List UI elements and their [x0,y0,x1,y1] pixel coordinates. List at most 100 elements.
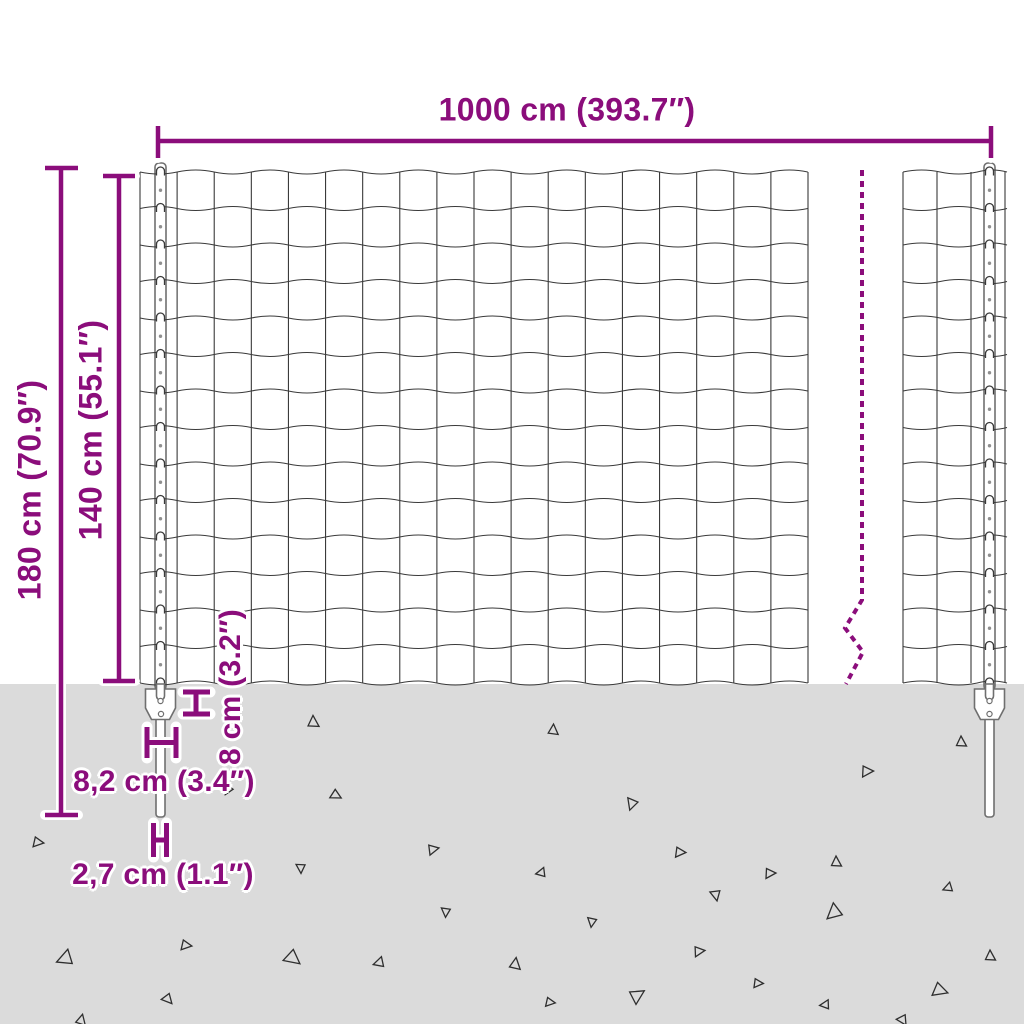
left-plate-screw-hole-bottom [157,710,165,718]
wire-clip [984,239,995,249]
wire-clip [155,275,166,285]
ground-triangle [830,854,843,867]
post-hole [987,517,992,521]
post-hole [158,188,163,192]
ground-triangle [32,835,46,848]
post-hole [158,261,163,265]
ground-triangle [159,992,173,1005]
plate-width-dimension-label: 8,2 cm (3.4″) [73,765,255,798]
wire-clip [984,312,995,322]
post-hole [158,480,163,484]
right-plate-screw-hole-bottom [986,710,993,718]
post-hole [987,444,992,448]
post-hole [987,188,992,192]
wire-clip [155,458,166,468]
mesh-horizontal-wire [139,351,808,358]
fence-mesh-horizontal-wires [139,169,1008,686]
post-hole [158,444,163,448]
post-hole [987,407,992,411]
left-plate-notch [155,683,166,701]
mesh-horizontal-wire [139,242,808,248]
wire-clip [984,604,995,614]
wire-clip [984,275,995,285]
ground-triangle [371,955,385,968]
ground-triangle [440,907,452,919]
ground-triangle [861,765,876,779]
ground-triangle [955,734,968,747]
post-holes [158,188,992,667]
post-hole [987,626,992,630]
ground-triangle [307,713,321,728]
mesh-horizontal-wire [139,643,808,650]
spike-width-dimension-label: 2,7 cm (1.1″) [72,858,254,891]
spike-width-marker [148,817,172,863]
ground-triangle [894,1013,907,1024]
post-hole [987,225,992,229]
ground-triangle [281,948,302,965]
post-hole [987,663,992,667]
mesh-horizontal-wire [139,607,808,613]
total-height-dimension-label: 180 cm (70.9″) [11,379,48,601]
wire-clip [984,421,995,431]
ground-triangle [428,844,441,857]
ground-triangle [626,796,640,812]
post-hole [987,298,992,302]
wire-clip [984,640,995,650]
mesh-horizontal-wire [139,570,808,577]
post-hole [158,553,163,557]
ground-triangle [55,947,74,965]
ground-triangle [586,916,598,929]
mesh-horizontal-wire [139,680,808,686]
post-hole [158,407,163,411]
ground-triangle [826,901,844,920]
post-hole [158,298,163,302]
post-hole [987,590,992,594]
wire-clip [984,166,995,176]
plate-width-marker [141,721,182,764]
wire-clip [155,531,166,541]
mesh-height-dimension-label: 140 cm (55.1″) [72,319,109,541]
post-hole [158,517,163,521]
total-height-dimension-line [40,163,83,820]
ground-triangle [544,996,557,1008]
width-dimension-line [153,121,996,163]
ground-triangle [708,890,721,903]
ground-triangle [294,863,307,875]
wire-clip [155,385,166,395]
post-hole [987,553,992,557]
wire-clip [984,567,995,577]
wire-clip [155,312,166,322]
wire-clip [984,458,995,468]
wire-clip [155,166,166,176]
ground-triangle [753,977,765,989]
plate-height-marker [177,686,216,720]
wire-clip [984,385,995,395]
mesh-height-dimension-line [98,171,140,686]
wire-clip [155,202,166,212]
wire-clip [155,421,166,431]
wire-clip [155,239,166,249]
mesh-horizontal-wire [139,278,808,285]
ground-triangle [328,788,343,799]
left-plate-screw-hole-top [157,697,164,705]
ground-triangle [180,938,194,951]
ground-triangle [224,783,235,796]
post-wire-clips [155,166,995,687]
ground-triangle [765,867,778,880]
post-hole [158,371,163,375]
post-hole [158,626,163,630]
wire-clip [155,640,166,650]
post-hole [158,334,163,338]
break-line [842,170,866,685]
plate-height-dimension-label: 8 cm (3.2″) [214,608,247,766]
post-hole [987,334,992,338]
mesh-horizontal-wire [139,534,808,540]
ground-triangle [534,866,546,878]
mesh-horizontal-wire [139,388,808,394]
post-hole [987,261,992,265]
fence-mesh-vertical-wires [139,172,1006,683]
wire-clip [155,494,166,504]
mesh-horizontal-wire [139,424,808,431]
ground-triangle [547,722,560,736]
